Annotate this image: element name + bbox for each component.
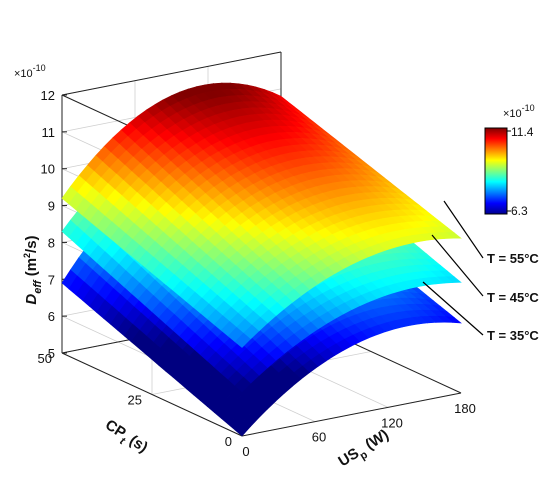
surfaces <box>61 82 462 437</box>
surface-patch <box>234 376 251 393</box>
colorbar-scale <box>484 127 508 215</box>
leader-line-55 <box>443 200 484 259</box>
y-tick-label: 0 <box>225 434 232 449</box>
colorbar-exponent: ×10-10 <box>503 103 535 120</box>
axis-edge <box>241 392 462 437</box>
z-tick-label: 6 <box>48 309 55 324</box>
axis-edge <box>61 51 282 96</box>
z-tick-label: 10 <box>41 162 55 177</box>
z-axis-title: Deff (m2/s) <box>22 235 44 304</box>
surface-patch <box>234 420 251 437</box>
axis-edge <box>61 352 243 437</box>
surface-T55 <box>61 82 462 348</box>
colorbar-max-label: 11.4 <box>511 125 534 139</box>
y-tick-label: 25 <box>128 393 142 408</box>
colorbar-min-label: 6.3 <box>511 204 528 218</box>
x-tick-label: 180 <box>454 401 476 416</box>
z-tick-label: 5 <box>48 346 55 361</box>
x-axis-title: USp (W) <box>335 426 394 473</box>
z-tick-label: 12 <box>41 88 55 103</box>
x-tick-label: 60 <box>312 430 326 445</box>
label-55: T = 55°C <box>487 251 539 266</box>
z-tick-label: 8 <box>48 235 55 250</box>
z-tick-label: 11 <box>42 125 56 140</box>
z-tick-label: 7 <box>48 272 55 287</box>
surface-patch <box>234 332 251 348</box>
x-tick-label: 0 <box>242 444 249 459</box>
series-annotations: T = 55°C T = 45°C T = 35°C <box>422 200 539 343</box>
label-35: T = 35°C <box>487 328 539 343</box>
colorbar: ×10-10 11.4 6.3 <box>484 103 535 218</box>
x-tick-label: 120 <box>381 415 403 430</box>
z-exponent: ×10-10 <box>14 63 46 80</box>
z-tick-label: 9 <box>48 199 55 214</box>
y-axis-title: CPt (s) <box>100 416 151 459</box>
y-tick-label: 50 <box>38 351 52 366</box>
label-45: T = 45°C <box>487 290 539 305</box>
leader-line-45 <box>431 234 484 297</box>
leader-line-35 <box>422 281 484 336</box>
